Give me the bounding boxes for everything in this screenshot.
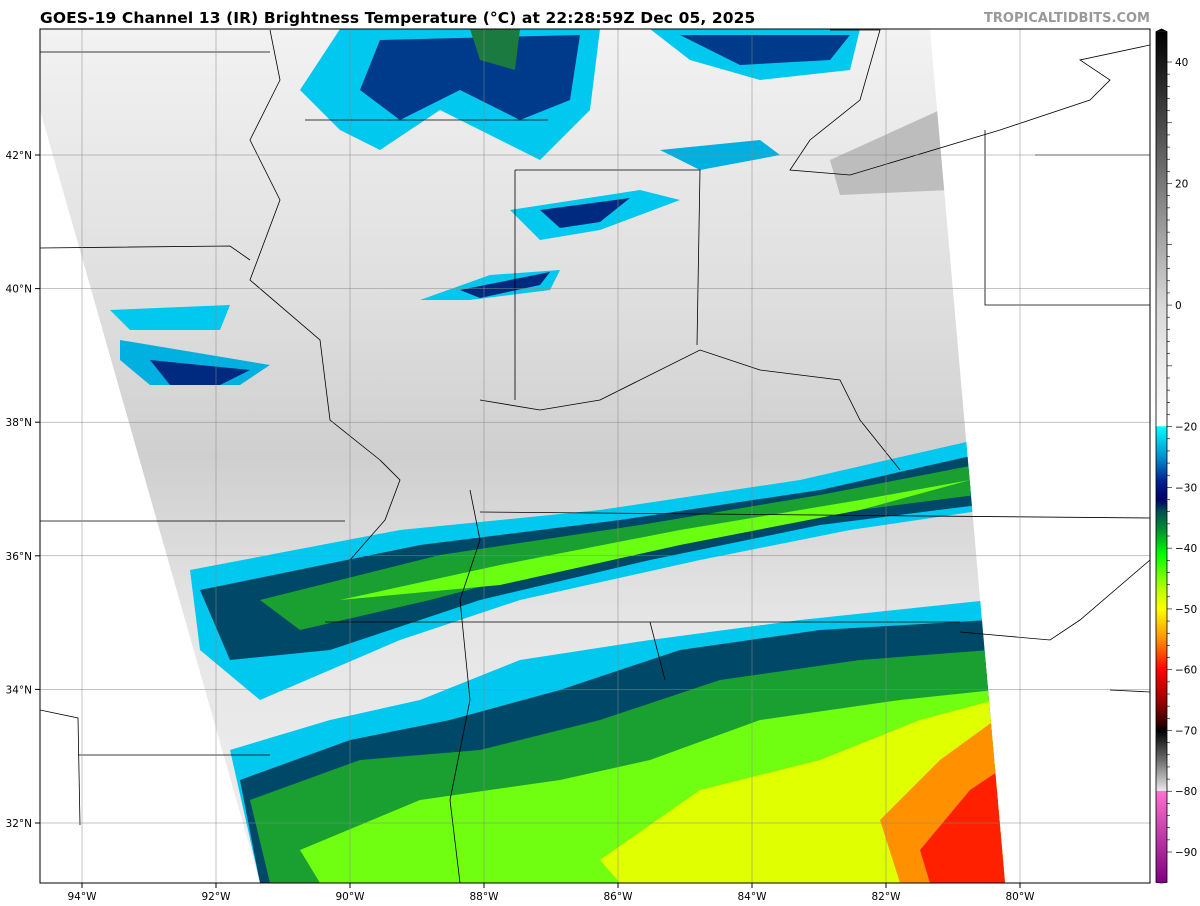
lon-tick-label: 84°W [738, 891, 768, 903]
colorbar-tick-label: 40 [1175, 57, 1188, 69]
colorbar-tick-label: −90 [1175, 847, 1197, 859]
lon-tick-label: 90°W [336, 891, 366, 903]
lon-tick-label: 88°W [470, 891, 500, 903]
colorbar-tick-label: −60 [1175, 665, 1197, 677]
lat-tick-label: 32°N [6, 818, 32, 830]
map-frame [39, 28, 1151, 884]
colorbar-tick-label: −30 [1175, 482, 1197, 494]
lat-tick-label: 34°N [6, 684, 32, 696]
lon-tick-label: 82°W [872, 891, 902, 903]
brand-watermark: TROPICALTIDBITS.COM [984, 11, 1150, 26]
colorbar-tick-label: −50 [1175, 604, 1197, 616]
lat-tick-label: 42°N [6, 150, 32, 162]
map-axes: 94°W 92°W 90°W 88°W 86°W 84°W 82°W 80°W 42°N 40°N… [6, 150, 1036, 903]
colorbar-tick-label: 20 [1175, 179, 1188, 191]
lon-tick-label: 80°W [1006, 891, 1036, 903]
colorbar-extend-top [1156, 29, 1167, 32]
colorbar: 40 20 0 −20 −30 −40 −50 −60 −70 −80 −90 [1155, 28, 1197, 884]
lon-tick-label: 86°W [604, 891, 634, 903]
lat-tick-label: 40°N [6, 284, 32, 296]
lat-tick-label: 36°N [6, 551, 32, 563]
colorbar-gradient [1156, 31, 1167, 883]
colorbar-tick-label: −70 [1175, 725, 1197, 737]
colorbar-tick-label: −20 [1175, 422, 1197, 434]
colorbar-tick-label: −80 [1175, 786, 1197, 798]
colorbar-outline [1155, 28, 1168, 884]
graticule [40, 29, 1150, 883]
lat-tick-label: 38°N [6, 417, 32, 429]
map-title: GOES-19 Channel 13 (IR) Brightness Tempe… [40, 9, 756, 27]
colorbar-tick-label: −40 [1175, 543, 1197, 555]
ir-imagery [40, 29, 1005, 883]
lon-tick-label: 94°W [68, 891, 98, 903]
colorbar-tick-label: 0 [1175, 300, 1182, 312]
lon-tick-label: 92°W [202, 891, 232, 903]
